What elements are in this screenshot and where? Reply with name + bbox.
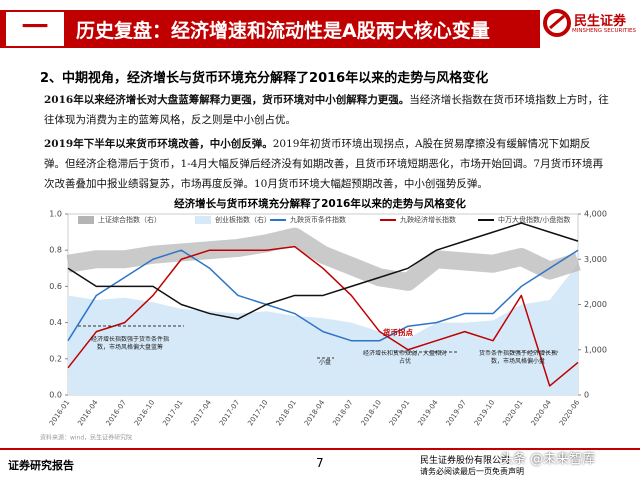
annotation-box: 经济增长和货币双弱，大盘相对占优 [362,350,447,365]
legend-swatch [78,216,94,224]
x-tick-label: 2019-04 [416,398,440,427]
x-tick-label: 2017-01 [161,399,184,428]
paragraph: 2019年下半年以来货币环境改善，中小创反弹。2019年初货币环境出现拐点，A股… [44,134,610,194]
x-tick-label: 2019-10 [473,399,496,428]
annotation-box: 经济增长指数强于货币条件指数，市场风格偏大盘蓝筹 [90,336,169,351]
legend-label: 创业板指数（右） [215,215,271,224]
legend-label: 中万大盘指数/小盘指数 [498,215,570,224]
x-tick-label: 2018-07 [331,399,354,428]
footer-left: 证券研究报告 [8,459,74,472]
annotation: 货币条件指数强于经济增长指数，市场风格偏小盘 [478,350,557,365]
logo-cn: 民生证券 [574,14,627,29]
legend-label: 九鞅经济增长指数 [400,215,456,224]
y-tick-label: 0.6 [49,282,62,291]
x-tick-label: 2016-07 [105,399,128,428]
legend-swatch [195,216,211,224]
logo-icon [543,9,571,37]
page-number: 7 [316,456,324,470]
annotation-box: 小盘 [318,359,331,366]
x-tick-label: 2016-01 [48,399,71,428]
legend-label: 九鞅货币条件指数 [290,215,346,224]
line-series [67,222,579,320]
annotation-box: 货币条件指数强于经济增长指数，市场风格偏小盘 [478,350,557,365]
y-tick-label: 1.0 [49,210,62,219]
header-bar [0,10,540,48]
y2-tick-label: 0 [584,391,589,400]
x-tick-label: 2019-01 [388,399,411,428]
y2-tick-label: 3,000 [584,255,607,264]
y-tick-label: 0.2 [49,354,62,363]
logo-en: MINSHENG SECURITIES [572,28,636,34]
y-tick-label: 0.8 [49,246,62,255]
chart-title: 经济增长与货币环境充分解释了2016年以来的走势与风格变化 [174,197,466,210]
y2-tick-label: 1,000 [584,345,607,354]
y2-tick-label: 2,000 [584,300,607,309]
x-tick-label: 2018-04 [303,398,327,427]
paragraph-text: 2019年初货币环境出现拐点，A股在贸易摩擦没有缓解情况下如期反弹。但经济企稳滞… [44,138,604,190]
paragraph-text: 当经济增长指数在货币环境指数上方时，往往体现为消费为主的蓝筹风格，反之则是中小创… [44,94,609,126]
annotation: 经济增长和货币双弱，大盘相对占优 [362,350,447,365]
header-title: 历史复盘：经济增速和流动性是A股两大核心变量 [76,20,490,42]
section-number: 一 [6,12,64,46]
annotation: 小盘 [318,359,331,366]
watermark: 头条 @未来智库 [500,452,596,467]
annotation-box: 货币拐点 [383,328,413,337]
paragraph: 2016年以来经济增长对大盘蓝筹解释力更强，货币环境对中小创解释力更强。当经济增… [44,90,610,130]
x-tick-label: 2020-01 [501,399,524,428]
chart-source: 资料来源：wind，民生证券研究院 [40,434,132,442]
x-tick-label: 2017-04 [190,398,214,427]
x-tick-label: 2018-01 [275,399,298,428]
footer-company: 民生证券股份有限公司 [420,456,511,466]
annotation: 货币拐点 [383,328,413,337]
band-series [66,227,581,291]
y2-tick-label: 4,000 [584,210,607,219]
line-series [67,245,579,387]
y-tick-label: 0.4 [49,318,62,327]
line-series [67,249,579,342]
x-tick-label: 2019-07 [445,399,468,428]
section-heading: 2、中期视角，经济增长与货币环境充分解释了2016年以来的走势与风格变化 [40,71,489,86]
x-tick-label: 2017-07 [218,399,241,428]
legend-label: 上证综合指数（右） [98,215,161,224]
footer-disclaimer: 请务必阅读最后一页免责声明 [420,467,524,476]
x-tick-label: 2020-06 [558,398,582,427]
y-tick-label: 0.0 [49,391,62,400]
paragraph-lead: 2016年以来经济增长对大盘蓝筹解释力更强，货币环境对中小创解释力更强。 [44,94,410,106]
x-tick-label: 2018-10 [360,399,383,428]
x-tick-label: 2016-04 [76,398,100,427]
x-tick-label: 2020-04 [530,398,554,427]
x-tick-label: 2016-10 [133,399,156,428]
paragraph-lead: 2019年下半年以来货币环境改善，中小创反弹。 [44,138,273,150]
footer-rule [0,448,640,450]
area-series [68,263,578,395]
annotation: 经济增长指数强于货币条件指数，市场风格偏大盘蓝筹 [90,336,169,351]
x-tick-label: 2017-10 [246,399,269,428]
